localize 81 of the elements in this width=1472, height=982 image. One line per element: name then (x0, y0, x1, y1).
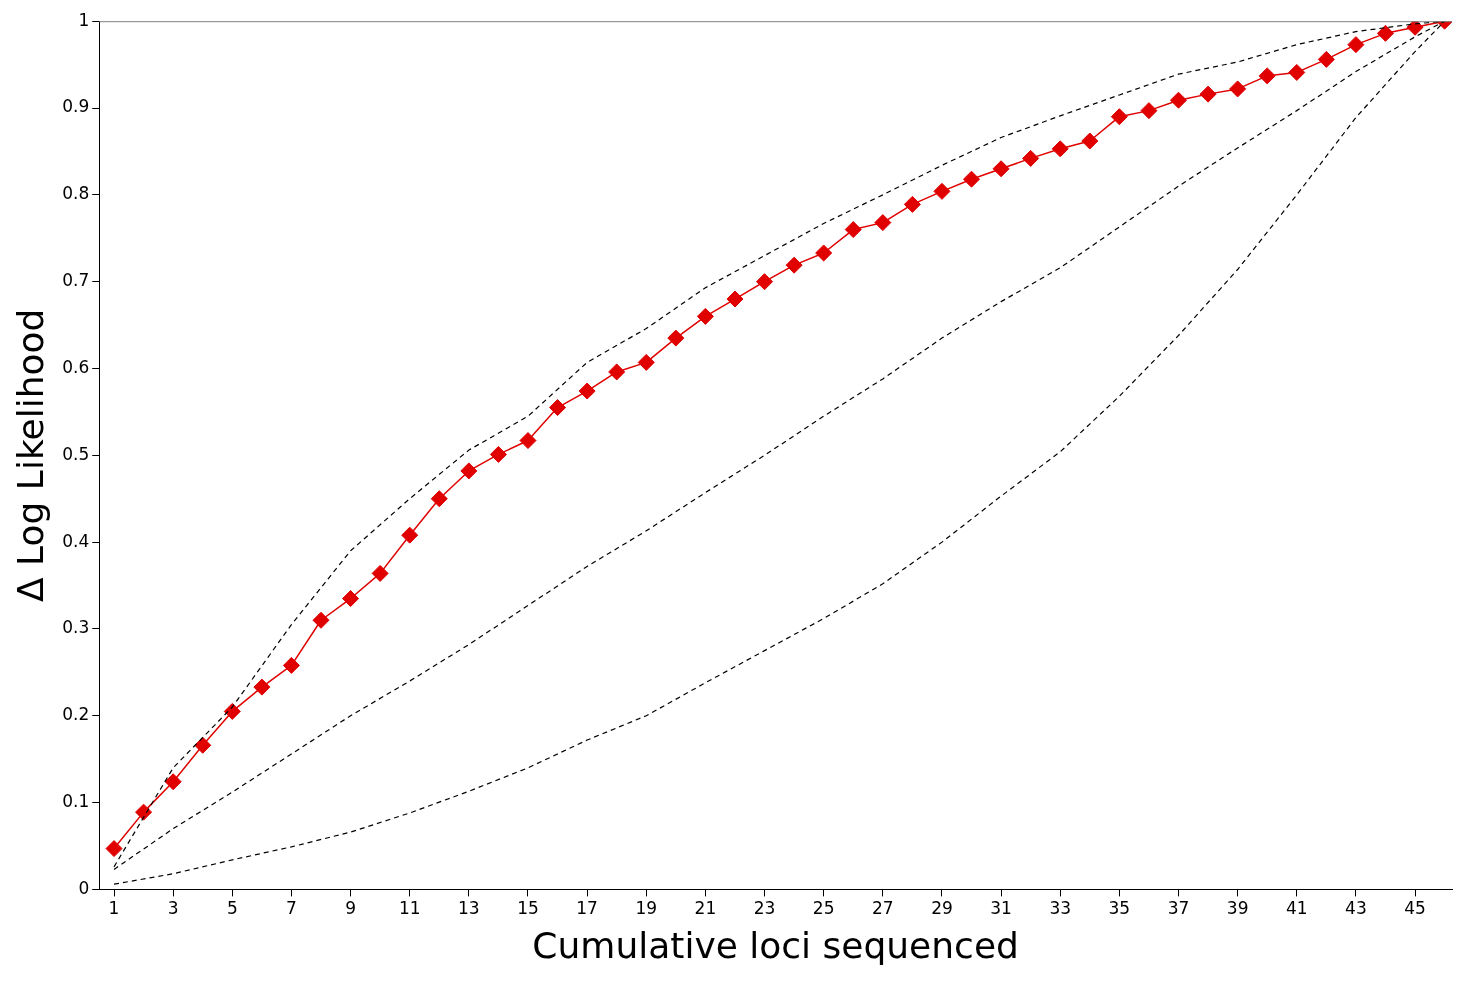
point (844, 221, 862, 239)
point (1376, 24, 1394, 42)
point (815, 244, 833, 262)
point (1199, 85, 1217, 103)
x-tick-label: 39 (1226, 898, 1249, 919)
point (1051, 140, 1069, 158)
y-tick-label: 0.4 (62, 530, 90, 551)
x-tick-label: 33 (1049, 898, 1072, 919)
point (1169, 91, 1187, 109)
point (430, 490, 448, 508)
y-tick-label: 1 (78, 9, 90, 30)
y-tick-label: 0 (78, 877, 90, 898)
x-tick-label: 25 (812, 898, 835, 919)
x-tick-label: 9 (345, 898, 356, 919)
point (549, 399, 567, 417)
point (1229, 80, 1247, 98)
point (874, 214, 892, 232)
x-tick-label: 23 (753, 898, 776, 919)
x-tick-label: 5 (226, 898, 238, 919)
y-tick-label: 0.1 (62, 791, 90, 811)
point (401, 526, 419, 544)
x-tick-label: 45 (1404, 898, 1426, 919)
point (785, 256, 803, 274)
point (903, 195, 921, 213)
point (578, 382, 596, 400)
x-tick-label: 29 (931, 898, 953, 919)
point (726, 290, 744, 308)
point (933, 182, 951, 200)
x-tick-label: 27 (871, 898, 894, 919)
y-axis-title: Δ Log Likelihood (9, 308, 51, 602)
x-tick-label: 43 (1345, 898, 1367, 919)
point (194, 736, 212, 754)
point (608, 363, 626, 381)
point (1110, 108, 1128, 126)
point (489, 445, 507, 463)
x-tick-label: 35 (1108, 898, 1131, 919)
point (253, 678, 271, 696)
point (282, 656, 300, 674)
y-tick-label: 0.5 (62, 443, 90, 464)
point (371, 564, 389, 582)
y-tick-label: 0.9 (62, 96, 90, 117)
point (963, 170, 981, 188)
point (1347, 36, 1365, 54)
x-tick-label: 13 (458, 898, 480, 919)
point (696, 307, 714, 325)
y-tick-label: 0.2 (62, 704, 90, 725)
x-tick-label: 41 (1285, 898, 1308, 919)
point (1258, 67, 1276, 85)
point (105, 840, 123, 858)
point (1081, 132, 1099, 150)
point (135, 803, 153, 821)
point (1140, 102, 1158, 120)
y-tick-label: 0.7 (62, 270, 90, 291)
x-axis-title: Cumulative loci sequenced (532, 924, 1019, 966)
point (637, 353, 655, 371)
x-tick-label: 1 (108, 898, 120, 919)
point (460, 462, 478, 480)
point (342, 590, 360, 608)
x-tick-label: 17 (576, 898, 598, 919)
point (312, 611, 330, 629)
point (1317, 50, 1335, 68)
x-tick-label: 31 (990, 898, 1012, 919)
point (519, 432, 537, 450)
point (756, 273, 774, 291)
x-tick-label: 7 (286, 898, 297, 919)
x-tick-label: 37 (1167, 898, 1190, 919)
y-tick-label: 0.3 (62, 617, 90, 638)
point (164, 773, 182, 791)
point (1406, 21, 1424, 36)
point (1288, 63, 1306, 81)
x-tick-label: 21 (694, 898, 717, 919)
x-tick-label: 11 (398, 898, 421, 919)
x-tick-label: 19 (635, 898, 658, 919)
x-tick-label: 3 (167, 898, 179, 919)
y-tick-label: 0.6 (62, 356, 90, 377)
point (667, 329, 685, 347)
point (992, 160, 1010, 178)
point (223, 702, 241, 720)
x-tick-label: 15 (517, 898, 539, 919)
y-tick-label: 0.8 (62, 183, 90, 204)
point (1022, 149, 1040, 167)
